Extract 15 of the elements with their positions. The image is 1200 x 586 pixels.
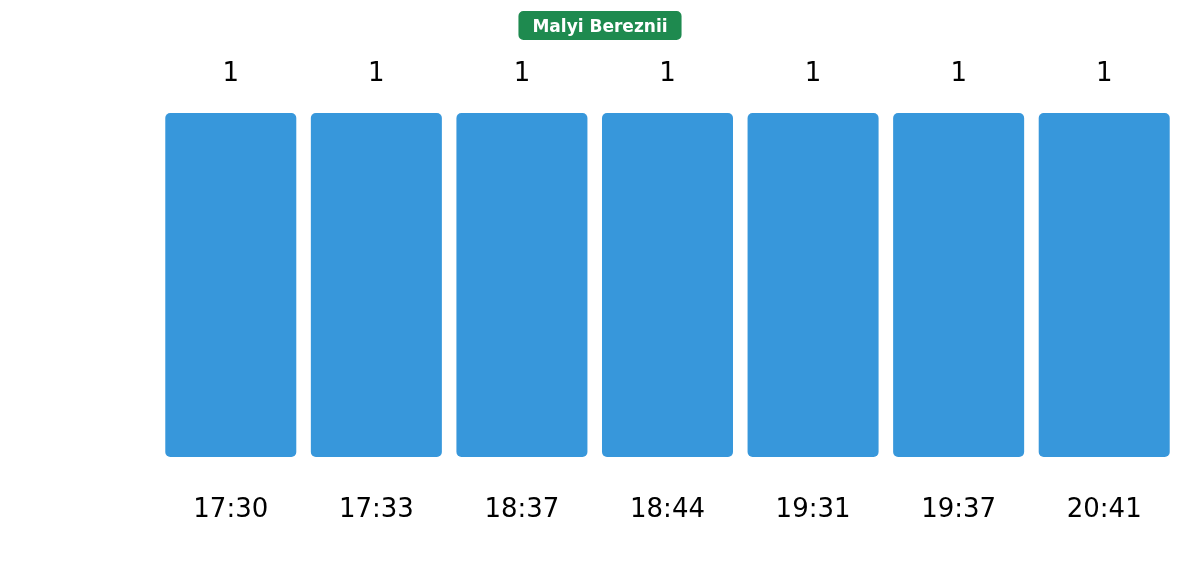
x-tick-label: 17:33: [338, 493, 414, 523]
x-tick-label: 19:37: [921, 493, 997, 523]
data-label: 1: [513, 57, 531, 87]
chart-title: Malyi Bereznii: [532, 15, 668, 36]
x-tick-label: 17:30: [193, 493, 269, 523]
data-label: 1: [804, 57, 822, 87]
data-label: 1: [1095, 57, 1113, 87]
data-label: 1: [368, 57, 385, 87]
x-tick-label: 20:41: [1066, 493, 1142, 523]
data-label: 1: [222, 57, 240, 87]
x-tick-label: 19:31: [775, 493, 851, 523]
x-tick-label: 18:44: [630, 493, 705, 523]
x-tick-label: 18:37: [484, 493, 560, 523]
data-label: 1: [950, 57, 967, 87]
data-label: 1: [659, 57, 676, 87]
